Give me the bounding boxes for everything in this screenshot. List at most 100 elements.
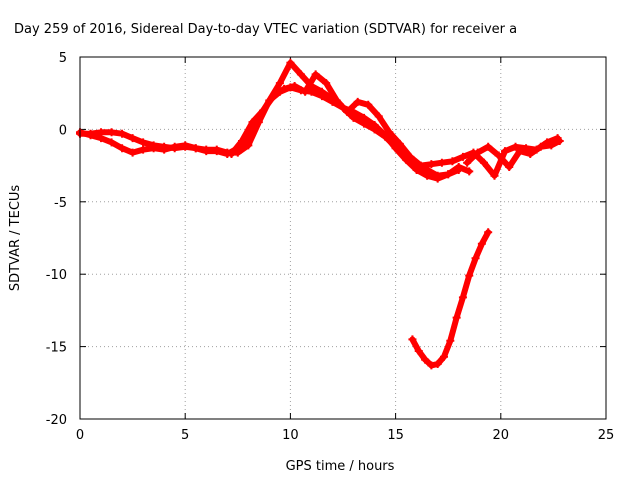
y-axis-label: SDTVAR / TECUs xyxy=(8,185,23,292)
data-point xyxy=(408,335,417,344)
data-point xyxy=(275,79,284,88)
data-point xyxy=(454,165,463,174)
data-point xyxy=(526,150,535,159)
y-tick-label: -5 xyxy=(54,196,67,211)
data-point xyxy=(160,145,169,154)
data-point xyxy=(505,163,514,172)
data-point xyxy=(360,113,369,122)
x-axis-label: GPS time / hours xyxy=(286,459,395,474)
data-point xyxy=(227,150,236,159)
y-tick-label: 5 xyxy=(59,51,67,66)
data-point xyxy=(286,58,295,67)
data-point xyxy=(555,136,564,145)
data-point xyxy=(244,141,253,150)
data-point xyxy=(448,157,457,166)
data-point xyxy=(248,118,257,127)
data-point xyxy=(181,141,190,150)
x-tick-label: 20 xyxy=(493,428,510,443)
data-point xyxy=(458,152,467,161)
data-point xyxy=(439,352,448,361)
data-point xyxy=(296,70,305,79)
data-point xyxy=(385,128,394,137)
chart-title: Day 259 of 2016, Sidereal Day-to-day VTE… xyxy=(14,22,517,37)
data-point xyxy=(381,131,390,140)
data-point xyxy=(412,165,421,174)
data-point xyxy=(128,148,137,157)
series-track-c xyxy=(227,70,562,180)
y-tick-label: -20 xyxy=(46,413,67,428)
data-point xyxy=(238,136,247,145)
y-tick-label: 0 xyxy=(59,123,67,138)
data-point xyxy=(128,134,137,143)
data-point xyxy=(547,141,556,150)
series-track-e xyxy=(408,228,493,370)
data-point xyxy=(484,142,493,151)
data-point xyxy=(212,147,221,156)
data-point xyxy=(446,336,455,345)
data-point xyxy=(511,142,520,151)
data-point xyxy=(202,147,211,156)
data-point xyxy=(269,92,278,101)
data-point xyxy=(471,254,480,263)
data-point xyxy=(149,144,158,153)
data-point xyxy=(423,171,432,180)
data-point xyxy=(402,155,411,164)
x-tick-label: 25 xyxy=(598,428,615,443)
data-point xyxy=(465,167,474,176)
data-point xyxy=(465,271,474,280)
data-point xyxy=(311,70,320,79)
data-point xyxy=(501,147,510,156)
data-point xyxy=(97,134,106,143)
data-point xyxy=(86,131,95,140)
data-point xyxy=(479,158,488,167)
data-point xyxy=(107,138,116,147)
series-line xyxy=(464,138,563,170)
data-point xyxy=(484,228,493,237)
data-point xyxy=(473,148,482,157)
x-tick-label: 5 xyxy=(181,428,189,443)
data-point xyxy=(301,87,310,96)
data-point xyxy=(374,112,383,121)
data-point xyxy=(444,170,453,179)
series-track-d xyxy=(463,136,564,172)
series-layer xyxy=(76,58,564,370)
grid xyxy=(80,57,606,419)
data-point xyxy=(406,152,415,161)
x-tick-label: 10 xyxy=(282,428,299,443)
data-point xyxy=(391,144,400,153)
data-point xyxy=(395,139,404,148)
x-tick-label: 0 xyxy=(76,428,84,443)
data-point xyxy=(536,142,545,151)
data-point xyxy=(322,79,331,88)
data-point xyxy=(477,239,486,248)
data-point xyxy=(494,151,503,160)
data-point xyxy=(458,293,467,302)
data-point xyxy=(370,121,379,130)
tick-labels: 0 5 10 15 20 25 5 0 -5 -10 -15 -20 xyxy=(46,51,615,443)
data-point xyxy=(427,361,436,370)
data-point xyxy=(280,84,289,93)
data-point xyxy=(139,145,148,154)
data-point xyxy=(490,171,499,180)
data-point xyxy=(414,346,423,355)
data-point xyxy=(118,129,127,138)
data-point xyxy=(515,147,524,156)
data-point xyxy=(421,355,430,364)
data-point xyxy=(343,108,352,117)
data-point xyxy=(191,144,200,153)
y-tick-label: -10 xyxy=(46,268,67,283)
data-point xyxy=(427,160,436,169)
data-point xyxy=(317,92,326,101)
data-point xyxy=(170,142,179,151)
data-point xyxy=(452,313,461,322)
data-point xyxy=(259,106,268,115)
y-tick-label: -15 xyxy=(46,341,67,356)
data-point xyxy=(107,128,116,137)
data-point xyxy=(364,100,373,109)
data-point xyxy=(463,158,472,167)
data-point xyxy=(416,161,425,170)
data-point xyxy=(118,144,127,153)
data-point xyxy=(290,81,299,90)
data-point xyxy=(353,97,362,106)
